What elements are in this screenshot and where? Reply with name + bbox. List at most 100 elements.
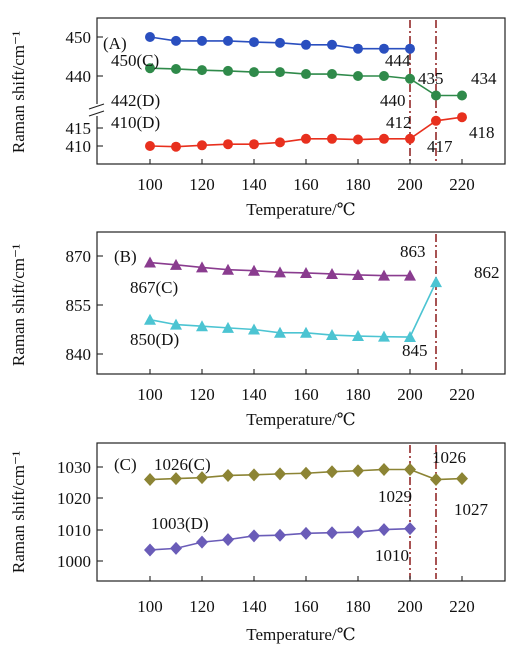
panel-c-frame [96,442,506,582]
panel-b: (B) 870 855 840 100 120 140 160 180 200 220 86… [9,231,506,429]
data-point-marker [352,330,364,342]
data-point-marker [431,115,441,126]
x-tick-label: 160 [293,385,319,404]
annotation: 1003(D) [151,514,209,533]
data-point-marker [274,467,286,481]
panel-a-label: (A) [103,34,127,53]
data-point-marker [170,472,182,486]
data-point-marker [196,320,208,332]
x-tick-label: 100 [137,175,163,194]
data-point-marker [326,267,338,279]
data-point-marker [300,266,312,278]
data-point-marker [274,528,286,542]
data-point-marker [300,526,312,540]
panel-b-ytick: 870 [66,247,92,266]
data-point-marker [301,39,311,50]
panel-c-ylabel: Raman shift/cm⁻¹ [9,451,28,573]
annotation: 410(D) [111,113,160,132]
data-point-marker [301,69,311,80]
data-point-marker [223,139,233,150]
panel-a-ytick: 440 [66,67,92,86]
x-tick-label: 140 [241,175,267,194]
panel-b-ylabel: Raman shift/cm⁻¹ [9,244,28,366]
data-point-marker [145,141,155,151]
panel-c: (C) 1030 1020 1010 1000 100 120 140 160 180 2… [9,442,506,644]
annotation: 1029 [378,487,412,506]
data-point-marker [327,69,337,80]
data-point-marker [327,133,337,144]
x-tick-label: 120 [189,597,215,616]
data-point-marker [378,330,390,342]
x-tick-label: 140 [241,385,267,404]
panel-c-ytick: 1030 [57,458,91,477]
data-point-marker [248,468,260,482]
x-tick-label: 200 [397,597,423,616]
data-point-marker [457,90,467,101]
x-tick-label: 120 [189,385,215,404]
data-point-marker [405,133,415,144]
x-tick-label: 180 [345,597,371,616]
x-tick-label: 140 [241,597,267,616]
data-point-marker [144,543,156,557]
data-point-marker [248,529,260,543]
annotation: 434 [471,69,497,88]
x-tick-label: 200 [397,385,423,404]
data-point-marker [144,473,156,487]
x-tick-label: 100 [137,385,163,404]
annotation: 845 [402,341,428,360]
data-point-marker [300,466,312,480]
data-point-marker [274,326,286,338]
annotation: 867(C) [130,278,178,297]
panel-b-frame [96,231,506,375]
data-point-marker [301,133,311,144]
annotation: 863 [400,242,426,261]
data-point-marker [300,326,312,338]
data-point-marker [378,463,390,477]
data-point-marker [222,533,234,547]
x-tick-label: 180 [345,385,371,404]
annotation: 444 [385,51,411,70]
data-point-marker [404,522,416,536]
panel-a-xlabel: Temperature/℃ [246,200,355,219]
data-point-marker [430,276,442,288]
panel-a-ytick: 450 [66,28,92,47]
data-point-marker [326,329,338,341]
data-point-marker [274,266,286,278]
panel-b-xlabel: Temperature/℃ [246,410,355,429]
panel-c-ytick: 1010 [57,521,91,540]
data-point-marker [431,90,441,101]
data-point-marker [379,43,389,54]
data-point-marker [379,71,389,81]
data-point-marker [326,465,338,479]
x-tick-label: 220 [449,385,475,404]
data-point-marker [145,63,155,74]
data-point-marker [222,321,234,333]
data-point-marker [171,35,181,46]
data-point-marker [352,268,364,280]
data-point-marker [249,139,259,150]
data-point-marker [196,471,208,485]
annotation: 1026 [432,448,466,467]
x-tick-label: 160 [293,175,319,194]
data-point-marker [171,63,181,74]
data-point-marker [249,37,259,48]
panel-c-ytick: 1000 [57,552,91,571]
data-point-marker [144,313,156,325]
panel-c-ytick: 1020 [57,489,91,508]
panel-a-frame [96,17,506,165]
x-tick-label: 180 [345,175,371,194]
annotation: 1026(C) [154,455,211,474]
data-point-marker [223,65,233,76]
data-point-marker [248,323,260,335]
data-point-marker [275,137,285,148]
data-point-marker [456,472,468,486]
data-point-marker [249,67,259,78]
data-point-marker [352,464,364,478]
annotation: 418 [469,123,495,142]
data-point-marker [222,263,234,275]
x-tick-label: 160 [293,597,319,616]
data-point-marker [275,67,285,78]
data-point-marker [378,523,390,537]
data-point-marker [170,258,182,270]
